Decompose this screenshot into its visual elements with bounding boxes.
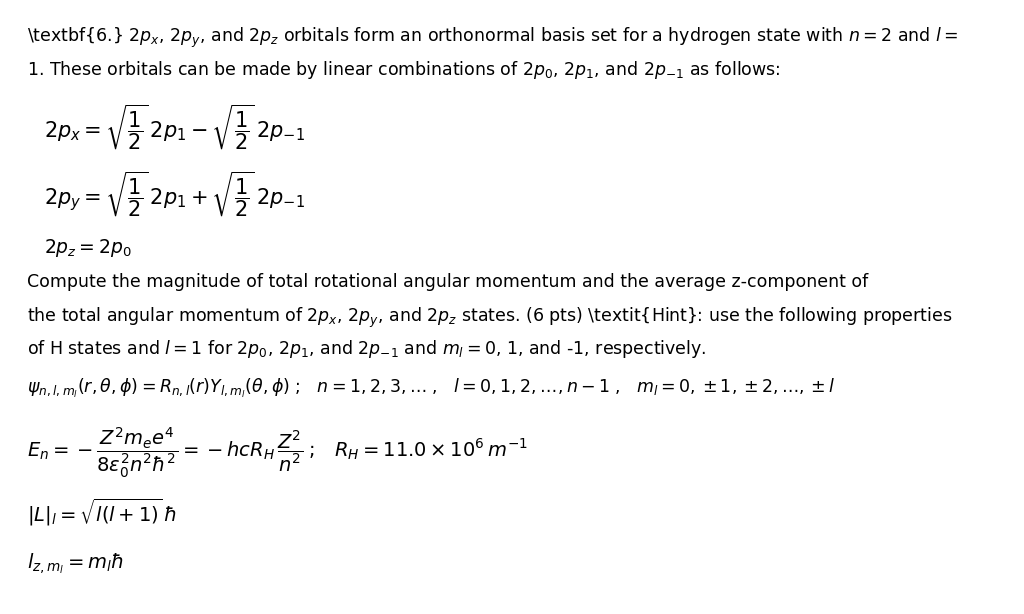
Text: $E_n = -\dfrac{Z^2 m_e e^4}{8\varepsilon_0^2 n^2 \hbar^2} = -hcR_H\,\dfrac{Z^2}{: $E_n = -\dfrac{Z^2 m_e e^4}{8\varepsilon… <box>28 426 528 481</box>
Text: Compute the magnitude of total rotational angular momentum and the average z-com: Compute the magnitude of total rotationa… <box>28 273 868 292</box>
Text: $2p_y = \sqrt{\dfrac{1}{2}}\,2p_1 + \sqrt{\dfrac{1}{2}}\,2p_{-1}$: $2p_y = \sqrt{\dfrac{1}{2}}\,2p_1 + \sqr… <box>44 169 305 219</box>
Text: $\psi_{n,l,m_l}(r,\theta,\phi) = R_{n,l}(r)Y_{l,m_l}(\theta,\phi)\;$;$\quad n = : $\psi_{n,l,m_l}(r,\theta,\phi) = R_{n,l}… <box>28 377 836 400</box>
Text: \textbf{6.} $2p_x$, $2p_y$, and $2p_z$ orbitals form an orthonormal basis set fo: \textbf{6.} $2p_x$, $2p_y$, and $2p_z$ o… <box>28 26 958 50</box>
Text: of H states and $l = 1$ for $2p_0$, $2p_1$, and $2p_{-1}$ and $m_l = 0$, 1, and : of H states and $l = 1$ for $2p_0$, $2p_… <box>28 338 707 360</box>
Text: the total angular momentum of $2p_x$, $2p_y$, and $2p_z$ states. (6 pts) \textit: the total angular momentum of $2p_x$, $2… <box>28 306 952 330</box>
Text: $l_{z,m_l} = m_l \hbar$: $l_{z,m_l} = m_l \hbar$ <box>28 551 124 576</box>
Text: $2p_x = \sqrt{\dfrac{1}{2}}\,2p_1 - \sqrt{\dfrac{1}{2}}\,2p_{-1}$: $2p_x = \sqrt{\dfrac{1}{2}}\,2p_1 - \sqr… <box>44 103 305 152</box>
Text: $2p_z = 2p_0$: $2p_z = 2p_0$ <box>44 237 132 258</box>
Text: $|L|_l = \sqrt{l(l+1)}\,\hbar$: $|L|_l = \sqrt{l(l+1)}\,\hbar$ <box>28 497 177 527</box>
Text: 1. These orbitals can be made by linear combinations of $2p_0$, $2p_1$, and $2p_: 1. These orbitals can be made by linear … <box>28 60 780 82</box>
